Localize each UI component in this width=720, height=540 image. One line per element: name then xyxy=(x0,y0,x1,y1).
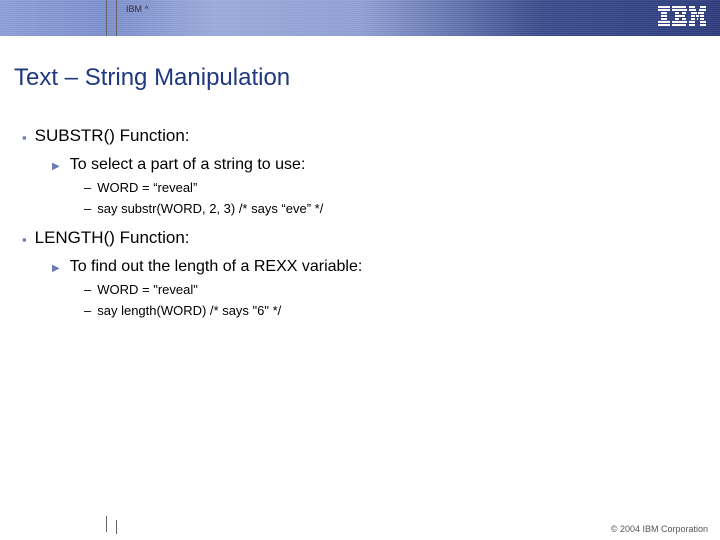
slide-content: ▪ SUBSTR() Function: ▶ To select a part … xyxy=(0,126,720,318)
dash-text: say substr(WORD, 2, 3) /* says “eve” */ xyxy=(97,201,323,216)
dash-icon: – xyxy=(84,180,91,195)
footer-tick-mark xyxy=(106,516,107,532)
sub-bullet: ▶ To select a part of a string to use: xyxy=(52,156,720,174)
sub-text: To select a part of a string to use: xyxy=(70,156,306,174)
triangle-bullet-icon: ▶ xyxy=(52,263,60,274)
dash-bullet: – WORD = "reveal" xyxy=(84,282,720,297)
slide-header: IBM ^ xyxy=(0,0,720,36)
slide-title: Text – String Manipulation xyxy=(0,36,720,114)
ibm-logo-icon xyxy=(658,6,706,26)
copyright-text: © 2004 IBM Corporation xyxy=(611,524,708,534)
footer-tick-mark xyxy=(116,520,117,534)
triangle-bullet-icon: ▶ xyxy=(52,161,60,172)
header-tick-mark xyxy=(106,0,107,36)
dash-text: WORD = "reveal" xyxy=(97,282,198,297)
square-bullet-icon: ▪ xyxy=(22,130,27,145)
section-heading: ▪ SUBSTR() Function: xyxy=(22,126,720,146)
slide-footer: © 2004 IBM Corporation xyxy=(0,512,720,540)
dash-text: say length(WORD) /* says "6" */ xyxy=(97,303,281,318)
dash-icon: – xyxy=(84,303,91,318)
dash-bullet: – say substr(WORD, 2, 3) /* says “eve” *… xyxy=(84,201,720,216)
header-brand-label: IBM ^ xyxy=(126,4,149,14)
heading-text: SUBSTR() Function: xyxy=(35,126,190,146)
header-stripe-pattern xyxy=(0,0,720,36)
header-tick-mark xyxy=(116,0,117,36)
sub-bullet: ▶ To find out the length of a REXX varia… xyxy=(52,258,720,276)
dash-bullet: – WORD = “reveal” xyxy=(84,180,720,195)
dash-icon: – xyxy=(84,282,91,297)
square-bullet-icon: ▪ xyxy=(22,232,27,247)
dash-text: WORD = “reveal” xyxy=(97,180,197,195)
heading-text: LENGTH() Function: xyxy=(35,228,190,248)
section-heading: ▪ LENGTH() Function: xyxy=(22,228,720,248)
sub-text: To find out the length of a REXX variabl… xyxy=(70,258,363,276)
dash-icon: – xyxy=(84,201,91,216)
dash-bullet: – say length(WORD) /* says "6" */ xyxy=(84,303,720,318)
